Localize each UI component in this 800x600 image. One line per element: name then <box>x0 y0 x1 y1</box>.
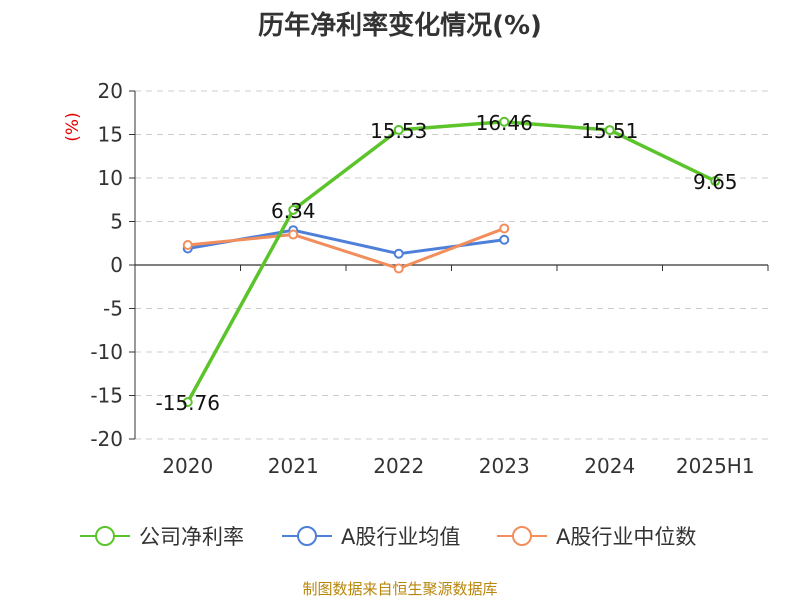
data-point <box>182 239 193 250</box>
data-point <box>710 176 721 187</box>
x-tick-label: 2024 <box>584 454 635 478</box>
y-tick-label: -15 <box>90 384 123 408</box>
data-point <box>393 248 404 259</box>
legend-label: 公司净利率 <box>139 525 244 549</box>
y-axis-label: (%) <box>63 112 83 141</box>
legend: 公司净利率 A股行业均值 A股行业中位数 <box>80 525 696 549</box>
data-point <box>288 229 299 240</box>
data-point <box>604 125 615 136</box>
data-label: -15.76 <box>156 391 220 415</box>
legend-swatch-marker <box>95 526 115 546</box>
y-tick-label: 10 <box>98 166 123 190</box>
data-point <box>182 397 193 408</box>
series-line <box>186 120 717 403</box>
data-point <box>393 124 404 135</box>
x-tick-label: 2023 <box>479 454 530 478</box>
x-tick-label: 2021 <box>268 454 319 478</box>
y-tick-label: -20 <box>90 427 123 451</box>
data-label: 15.51 <box>581 119 638 143</box>
data-label: 9.65 <box>693 170 738 194</box>
x-tick-label: 2022 <box>373 454 424 478</box>
data-point <box>499 223 510 234</box>
data-label: 16.46 <box>476 111 533 135</box>
series-lines <box>182 116 721 408</box>
data-point <box>499 116 510 127</box>
y-tick-label: -10 <box>90 340 123 364</box>
y-tick-label: 15 <box>98 123 123 147</box>
data-labels: -15.76 6.34 15.53 16.46 15.51 9.65 <box>156 111 738 415</box>
legend-swatch-marker <box>297 526 317 546</box>
source-note: 制图数据来自恒生聚源数据库 <box>302 580 497 598</box>
y-tick-label: -5 <box>103 297 123 321</box>
chart-title: 历年净利率变化情况(%) <box>258 10 542 41</box>
series-line <box>187 227 505 270</box>
data-label: 6.34 <box>271 199 316 223</box>
y-tick-label: 20 <box>98 79 123 103</box>
data-point <box>393 263 404 274</box>
y-tick-label: 5 <box>110 210 123 234</box>
legend-label: A股行业均值 <box>341 525 460 549</box>
data-point <box>499 234 510 245</box>
legend-swatch-marker <box>512 526 532 546</box>
data-point <box>288 204 299 215</box>
data-label: 15.53 <box>370 119 427 143</box>
y-tick-label: 0 <box>110 253 123 277</box>
axes: 20 15 10 5 0 -5 -10 -15 -20 2020 2021 2022 2023 2024 2… <box>90 79 769 478</box>
x-tick-label: 2020 <box>162 454 213 478</box>
x-tick-label: 2025H1 <box>676 454 755 478</box>
legend-label: A股行业中位数 <box>556 525 696 549</box>
